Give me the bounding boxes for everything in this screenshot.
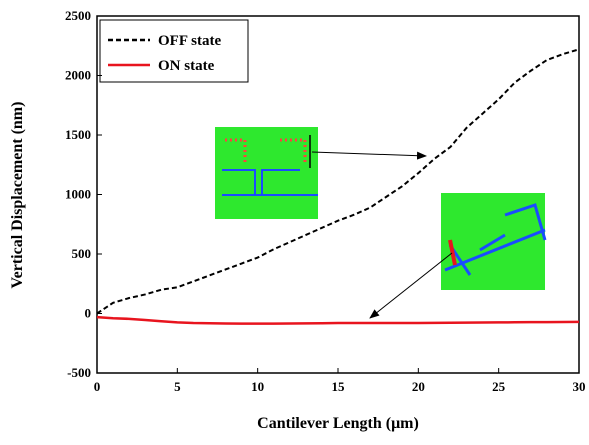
callout-arrow	[370, 253, 452, 318]
x-tick-label: 0	[94, 379, 101, 394]
y-tick-label: 2500	[65, 8, 91, 23]
legend: OFF state ON state	[100, 20, 248, 82]
x-tick-label: 5	[174, 379, 181, 394]
x-axis-label: Cantilever Length (μm)	[257, 415, 419, 432]
x-tick-label: 30	[573, 379, 586, 394]
chart: Cantilever Length (μm) Vertical Displace…	[0, 0, 589, 440]
callout-arrow	[312, 152, 426, 156]
y-tick-label: 500	[72, 246, 92, 261]
x-tick-label: 10	[251, 379, 264, 394]
legend-label: OFF state	[158, 33, 222, 49]
x-tick-label: 15	[332, 379, 346, 394]
inset-off	[215, 127, 318, 219]
y-tick-label: 0	[85, 306, 92, 321]
legend-label: ON state	[158, 58, 215, 74]
y-tick-label: 2000	[65, 68, 91, 83]
y-tick-label: 1500	[65, 127, 91, 142]
inset-on	[441, 193, 545, 290]
y-tick-label: 1000	[65, 187, 91, 202]
data-line	[97, 317, 579, 324]
y-axis-label: Vertical Displacement (nm)	[9, 102, 26, 289]
x-tick-label: 20	[412, 379, 425, 394]
y-tick-label: -500	[67, 365, 91, 380]
x-tick-label: 25	[492, 379, 506, 394]
